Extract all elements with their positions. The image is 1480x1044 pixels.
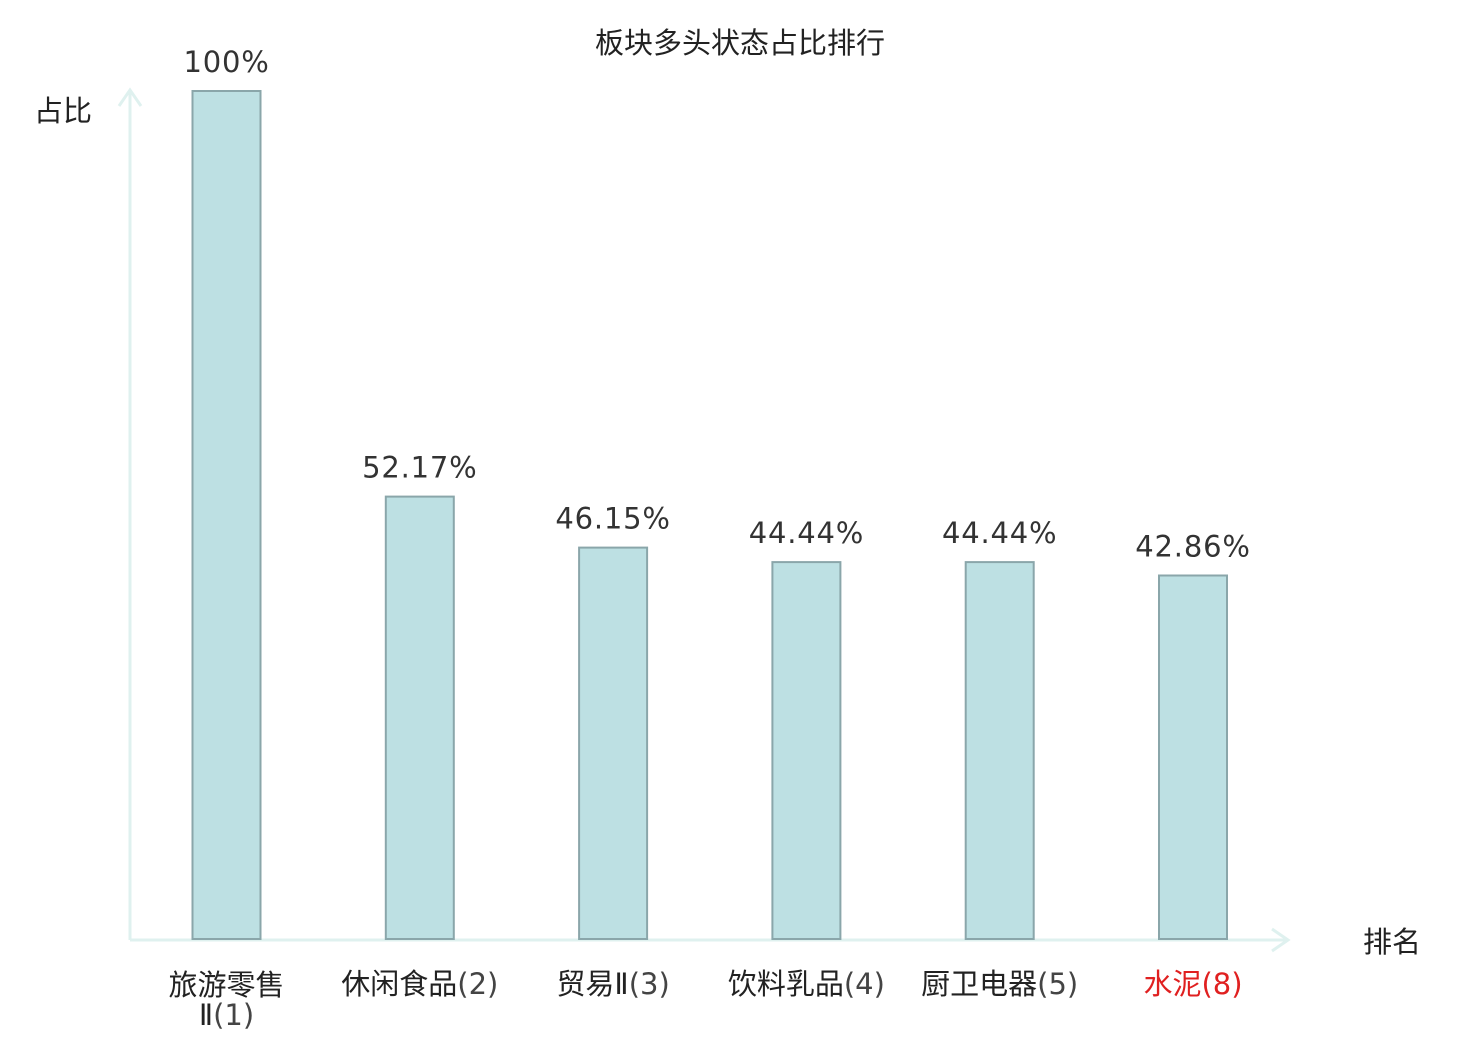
value-labels: 100% 52.17% 46.15% 44.44% 44.44% 42.86%	[183, 45, 1250, 564]
bar-value-label: 42.86%	[1135, 530, 1250, 564]
bar-value-label: 44.44%	[749, 516, 864, 550]
x-tick-label: 水泥(8)	[1143, 967, 1242, 1001]
chart-title: 板块多头状态占比排行	[595, 26, 885, 60]
bar	[1158, 574, 1228, 940]
x-tick-label: 休闲食品(2)	[341, 967, 498, 1001]
y-axis-label: 占比	[34, 94, 92, 128]
bar	[384, 495, 455, 940]
y-axis	[117, 87, 143, 940]
bar-value-label: 46.15%	[555, 502, 670, 536]
bar-value-label: 44.44%	[942, 516, 1057, 550]
x-tick-label: 饮料乳品(4)	[728, 967, 885, 1001]
x-tick-label: Ⅱ(1)	[199, 998, 254, 1032]
x-tick-label: 厨卫电器(5)	[921, 967, 1078, 1001]
bar	[964, 561, 1035, 940]
bars	[191, 90, 1228, 940]
x-axis	[130, 927, 1291, 953]
x-tick-label: 旅游零售	[168, 968, 284, 1002]
x-axis-label: 排名	[1363, 925, 1421, 959]
bar-value-label: 100%	[183, 45, 269, 79]
x-tick-label: 贸易Ⅱ(3)	[556, 967, 669, 1001]
bar-value-label: 52.17%	[362, 451, 477, 485]
bar	[771, 561, 842, 940]
bar	[578, 546, 649, 940]
bar	[191, 90, 262, 940]
